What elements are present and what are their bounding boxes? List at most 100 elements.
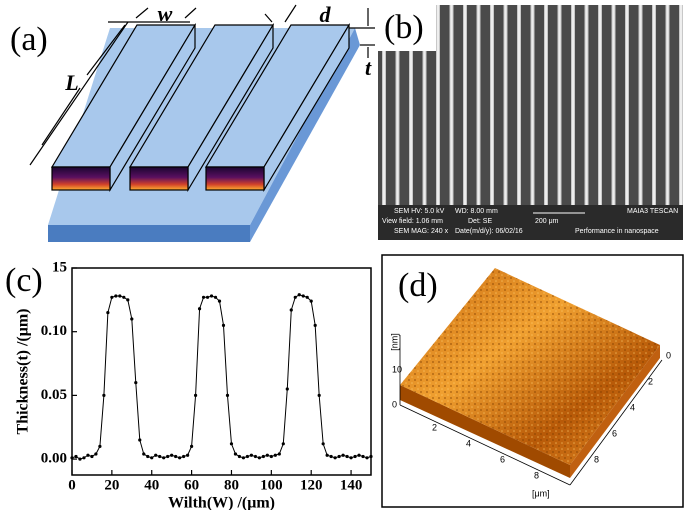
substrate-front (48, 225, 250, 242)
afm-xy-unit: [μm] (532, 488, 550, 498)
x-tick-label: 80 (224, 477, 239, 493)
data-point (178, 456, 182, 460)
data-point (321, 442, 325, 446)
data-point (293, 295, 297, 299)
data-point (138, 438, 142, 442)
strip-front (205, 166, 265, 191)
data-point (86, 453, 90, 457)
data-point (257, 456, 261, 460)
data-point (122, 295, 126, 299)
data-point (265, 453, 269, 457)
data-point (94, 452, 98, 456)
data-point (106, 310, 110, 315)
afm-side (400, 385, 570, 478)
data-point (142, 452, 146, 456)
afm-y-tick: 8 (594, 454, 599, 464)
afm-y-tick: 6 (612, 428, 617, 438)
profile-chart: (c) 0.00 0.05 0.10 15 0 20 40 60 80 100 120 140 Wilt… (5, 259, 373, 510)
data-point (134, 381, 138, 385)
afm-x-tick: 4 (466, 438, 471, 448)
data-point (126, 298, 130, 302)
sem-scale: 200 μm (535, 218, 559, 225)
y-tick-label: 15 (52, 259, 67, 275)
substrate-side (250, 28, 360, 242)
t-label: t (365, 55, 372, 80)
data-point (82, 456, 86, 460)
data-point (305, 295, 309, 299)
x-tick-label: 140 (340, 477, 363, 493)
panel-label-bg (378, 5, 436, 51)
data-point (249, 453, 253, 457)
sem-wd: WD: 8.00 mm (455, 208, 498, 215)
data-point (102, 393, 106, 397)
data-point (205, 295, 210, 299)
y-tick-label: 0.10 (41, 323, 67, 339)
data-point (297, 293, 301, 297)
afm-y-tick: 0 (666, 350, 671, 360)
w-label: w (158, 1, 173, 26)
y-tick-label: 0.00 (41, 451, 67, 467)
data-point (325, 453, 329, 457)
data-point (313, 323, 317, 327)
strip-front (51, 166, 111, 191)
data-point (213, 295, 218, 299)
sem-view: View field: 1.06 mm (382, 218, 443, 225)
data-point (78, 457, 82, 461)
sem-info-bar (378, 205, 683, 240)
sem-hv: SEM HV: 5.0 kV (394, 208, 445, 215)
d-label: d (320, 2, 332, 27)
sem-brand: MAIA3 TESCAN (627, 208, 678, 215)
panel-label: (d) (398, 267, 438, 304)
x-tick-label: 0 (68, 477, 76, 493)
data-point (269, 454, 273, 459)
data-point (349, 456, 353, 460)
afm-x-tick: 6 (500, 454, 505, 464)
data-point (273, 453, 277, 457)
data-point (118, 294, 122, 298)
data-point (261, 454, 265, 459)
panel-label: (b) (384, 9, 424, 46)
data-point (98, 444, 102, 448)
data-point (130, 317, 134, 321)
afm-side (570, 345, 660, 478)
afm-texture (400, 268, 660, 465)
data-point (301, 294, 305, 298)
data-point (193, 393, 198, 397)
data-point (229, 442, 234, 446)
data-point (217, 299, 222, 303)
data-point (241, 456, 246, 460)
data-point (341, 453, 345, 457)
x-axis-label: Wilth(W) /(μm) (168, 495, 275, 510)
data-point (225, 393, 230, 397)
data-point (329, 454, 333, 459)
data-point (90, 454, 94, 459)
data-point (361, 454, 365, 459)
sem-image: (b) SEM HV: 5.0 kV WD: 8.00 mm MAIA3 TES… (378, 5, 683, 240)
data-point (337, 454, 341, 459)
sem-date: Date(m/d/y): 06/02/16 (455, 228, 523, 235)
data-point (285, 387, 289, 391)
data-point (74, 454, 78, 459)
data-point (289, 308, 293, 312)
data-point (309, 299, 313, 303)
afm-z-tick: 10 (392, 364, 402, 374)
x-tick-label: 40 (144, 477, 159, 493)
data-point (317, 393, 321, 397)
data-point (162, 456, 166, 460)
schematic: (a) w d t L (10, 1, 375, 242)
data-point (150, 456, 154, 460)
data-point (333, 456, 337, 460)
afm-image: (d) [nm] 0 10 2 4 6 8 0 2 4 6 8 [μm] (381, 254, 684, 508)
afm-z-unit: [nm] (389, 333, 399, 351)
l-label: L (64, 70, 78, 95)
data-point (253, 454, 257, 459)
data-point (201, 295, 206, 299)
data-point (281, 442, 285, 446)
x-tick-label: 100 (260, 477, 283, 493)
data-point (70, 456, 74, 460)
x-tick-label: 60 (184, 477, 199, 493)
x-tick-label: 20 (104, 477, 119, 493)
data-point (190, 444, 194, 448)
data-point (237, 454, 242, 459)
strip-front (129, 166, 189, 191)
